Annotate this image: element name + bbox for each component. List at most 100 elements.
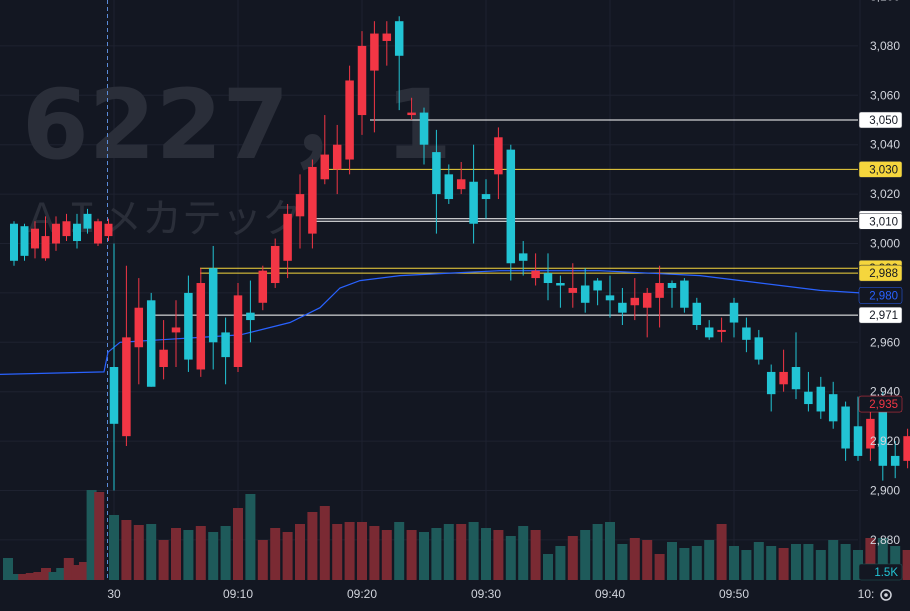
volume-bar <box>3 558 13 580</box>
candle-body <box>83 213 92 229</box>
time-tick-label: 09:20 <box>347 587 377 601</box>
candle-body <box>31 228 39 249</box>
price-tick-label: 3,080 <box>870 39 900 53</box>
volume-bar <box>902 550 910 580</box>
volume-bar <box>158 540 169 580</box>
volume-bar <box>245 494 256 580</box>
volume-bar <box>71 565 82 580</box>
vwap-tag: 2,980 <box>858 287 903 304</box>
time-tick-label: 10: <box>858 587 875 601</box>
candle-body <box>729 302 739 323</box>
volume-bar <box>369 526 380 580</box>
volume-bar <box>679 548 690 580</box>
candle-body <box>791 367 801 390</box>
volume-bar <box>344 522 355 580</box>
volume-bar <box>208 532 219 580</box>
candle-body <box>308 166 317 234</box>
volume-bar <box>605 522 615 580</box>
volume-bar <box>270 528 281 580</box>
candle-body <box>531 270 540 279</box>
price-tag-label: 2,980 <box>869 290 898 302</box>
price-tick-label: 3,060 <box>870 88 900 102</box>
candle-body <box>828 394 838 422</box>
candle-body <box>456 179 466 190</box>
price-tick-label: 2,920 <box>870 434 900 448</box>
volume-bar <box>580 530 591 580</box>
candle-body <box>345 80 354 160</box>
volume-bar <box>555 546 566 580</box>
price-tag-box <box>858 395 903 413</box>
candle-body <box>494 137 503 175</box>
price-level-tag: 2,988 <box>858 264 903 282</box>
candle-body <box>196 283 206 370</box>
candle-body <box>630 297 640 306</box>
volume-bar <box>10 574 21 580</box>
volume-bar <box>220 526 231 580</box>
candle-body <box>320 154 330 180</box>
volume-bar <box>257 540 268 580</box>
volume-bar <box>518 526 529 580</box>
price-tag-label: 1.5K <box>874 567 898 579</box>
price-level-tag: 3,030 <box>858 161 903 178</box>
candle-body <box>357 45 367 116</box>
price-tick-label: 3,100 <box>870 0 900 4</box>
volume-bar <box>865 538 876 580</box>
candle-body <box>233 295 243 367</box>
volume-bar <box>406 530 417 580</box>
price-tag-label: 2,971 <box>869 310 898 322</box>
price-tag-label: 2,988 <box>869 268 898 280</box>
volume-bar <box>629 538 640 580</box>
volume-bar <box>481 528 491 580</box>
candle-body <box>146 300 156 387</box>
volume-bar <box>307 512 318 580</box>
candle-body <box>593 280 602 291</box>
volume-bar <box>443 524 454 580</box>
price-tick-label: 2,880 <box>870 533 900 547</box>
candle-body <box>444 174 454 200</box>
candle-body <box>543 273 553 284</box>
volume-bar <box>840 544 851 580</box>
price-tag-box <box>858 287 903 304</box>
volume-tag: 1.5K <box>858 563 903 581</box>
volume-bar <box>171 528 181 580</box>
volume-bar <box>41 568 51 580</box>
volume-bars <box>3 490 910 580</box>
price-levels <box>150 119 858 316</box>
volume-bar <box>431 528 442 580</box>
candle-body <box>94 221 102 244</box>
time-tick-label: 09:10 <box>223 587 253 601</box>
candle-body <box>518 253 528 261</box>
candle-body <box>221 332 230 358</box>
volume-bar <box>332 524 343 580</box>
time-tick-label: 09:30 <box>471 587 501 601</box>
volume-bar <box>121 520 132 580</box>
volume-bar <box>853 550 863 580</box>
volume-bar <box>109 515 119 580</box>
candle-body <box>717 329 726 332</box>
volume-bar <box>394 522 405 580</box>
volume-bar <box>642 540 653 580</box>
candle-body <box>394 21 404 56</box>
volume-bar <box>86 490 97 580</box>
price-tag-label: 3,050 <box>869 115 898 127</box>
candle-body <box>332 144 342 170</box>
volume-bar <box>183 530 194 580</box>
volume-bar <box>33 572 44 580</box>
candle-body <box>122 337 131 437</box>
volume-bar <box>282 532 293 580</box>
volume-bar <box>741 550 752 580</box>
candle-body <box>890 455 900 466</box>
settings-icon[interactable] <box>880 589 892 601</box>
candle-body <box>134 307 144 348</box>
volume-bar <box>617 544 628 580</box>
price-tag-box <box>858 563 903 581</box>
candle-body <box>580 285 590 303</box>
volume-bar <box>319 506 330 580</box>
volume-bar <box>766 546 777 580</box>
candle-body <box>109 367 119 424</box>
volume-bar <box>530 530 541 580</box>
time-axis[interactable]: 30 09:10 09:20 09:30 09:40 09:50 10: <box>107 587 874 601</box>
candle-body <box>73 223 81 242</box>
volume-bar <box>79 562 89 580</box>
